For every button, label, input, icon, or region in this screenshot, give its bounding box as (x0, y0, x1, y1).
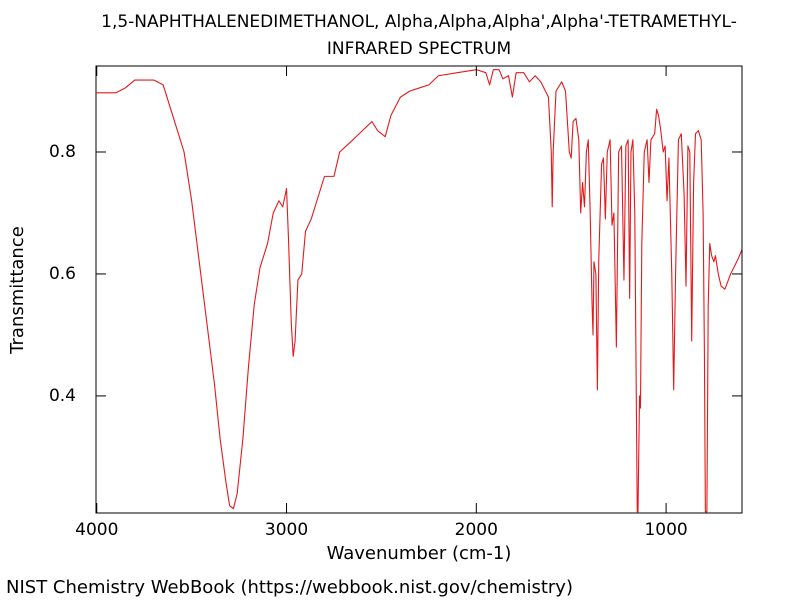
plot-frame (95, 65, 743, 514)
chart-subtitle: INFRARED SPECTRUM (327, 39, 511, 59)
source-note: NIST Chemistry WebBook (https://webbook.… (6, 577, 573, 598)
plot-area (96, 69, 742, 513)
spectrum-line (96, 69, 742, 513)
chart-title: 1,5-NAPHTHALENEDIMETHANOL, Alpha,Alpha,A… (101, 12, 737, 32)
y-axis-label: Transmittance (7, 226, 28, 355)
y-tick-label: 0.4 (49, 386, 76, 406)
y-tick-label: 0.8 (49, 142, 76, 162)
x-tick-label: 3000 (265, 520, 308, 540)
y-tick-label: 0.6 (49, 264, 76, 284)
x-tick-label: 1000 (644, 520, 687, 540)
x-axis-label: Wavenumber (cm-1) (327, 543, 512, 564)
x-tick-label: 2000 (455, 520, 498, 540)
x-tick-label: 4000 (75, 520, 118, 540)
